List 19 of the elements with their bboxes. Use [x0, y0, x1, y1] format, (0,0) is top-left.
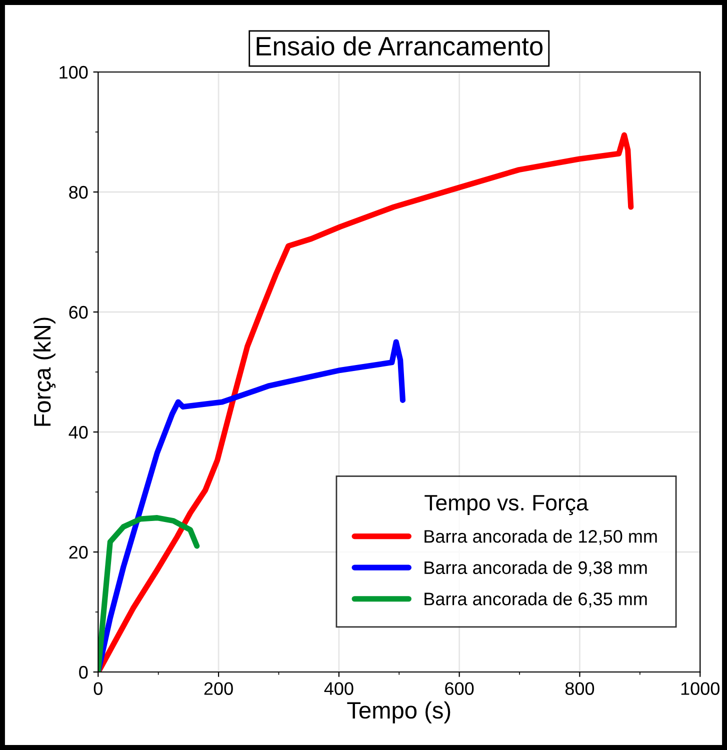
legend-label: Barra ancorada de 9,38 mm — [424, 560, 647, 576]
legend-label: Barra ancorada de 12,50 mm — [424, 530, 657, 545]
y-axis-title: Força (kN) — [33, 318, 56, 426]
y-tick-label: 0 — [79, 666, 88, 679]
y-tick-label: 100 — [60, 66, 88, 79]
x-tick-label: 200 — [204, 682, 233, 695]
x-tick-label: 600 — [445, 682, 474, 695]
x-axis-title: Tempo (s) — [347, 701, 450, 724]
chart-title: Ensaio de Arrancamento — [256, 36, 543, 56]
y-tick-label: 60 — [69, 306, 88, 319]
legend-title: Tempo vs. Força — [424, 495, 588, 516]
y-tick-label: 40 — [68, 426, 88, 439]
legend-label: Barra ancorada de 6,35 mm — [424, 592, 647, 608]
x-tick-label: 800 — [565, 682, 594, 695]
x-tick-label: 0 — [94, 682, 102, 695]
x-tick-label: 1000 — [681, 682, 720, 695]
y-tick-label: 20 — [69, 546, 88, 559]
x-tick-label: 400 — [324, 682, 354, 695]
y-tick-label: 80 — [69, 186, 88, 199]
